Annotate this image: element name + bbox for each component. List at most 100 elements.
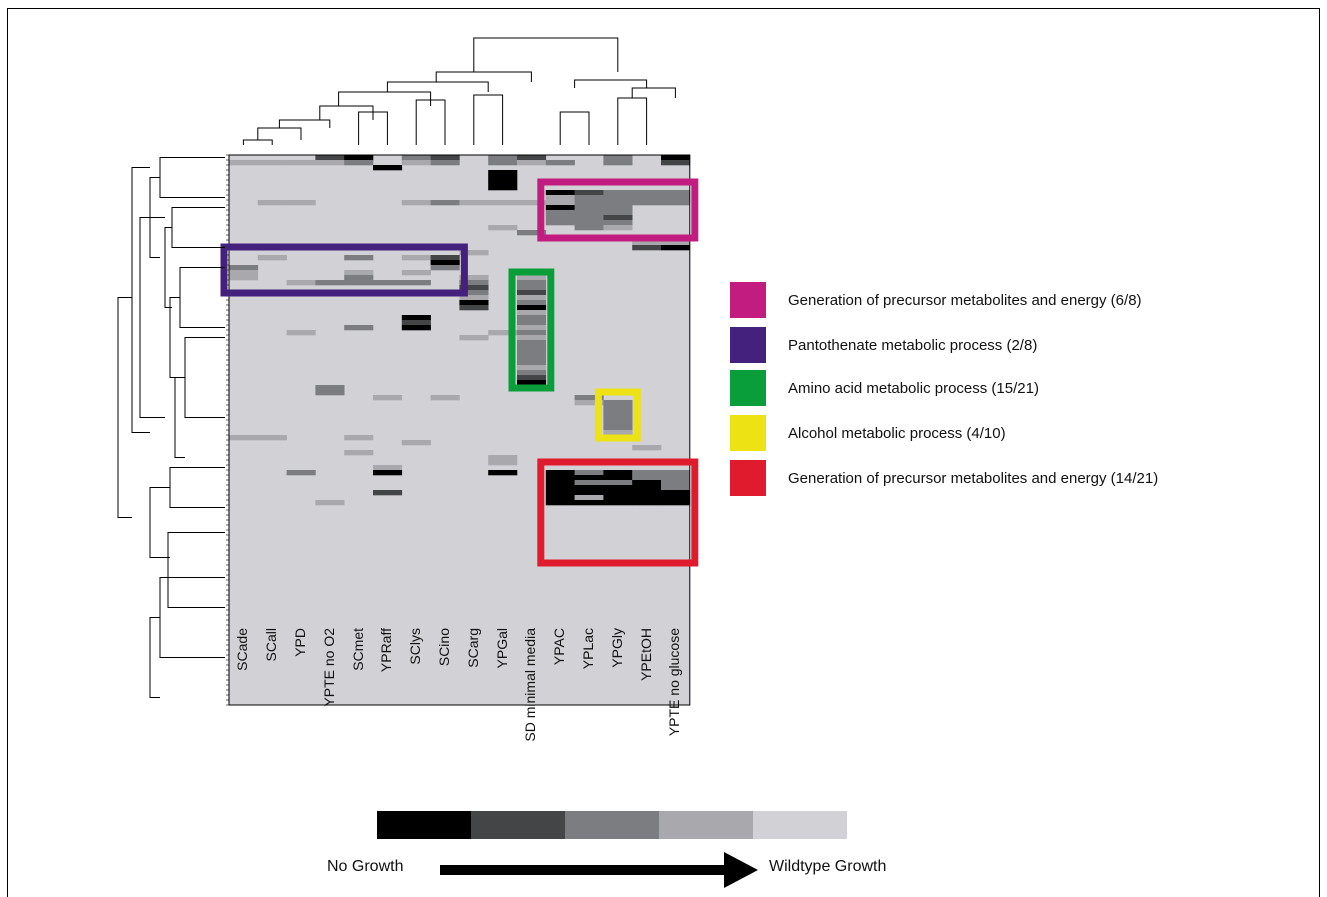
heatmap-cell — [373, 165, 403, 171]
heatmap-cell — [517, 155, 547, 161]
legend-swatch — [730, 460, 766, 496]
legend-label: Generation of precursor metabolites and … — [788, 291, 1142, 309]
heatmap-cell — [373, 465, 403, 471]
heatmap-cell — [430, 265, 460, 271]
heatmap-cell — [661, 240, 691, 246]
column-label: YPAC — [551, 628, 568, 666]
heatmap-cell — [517, 345, 547, 351]
heatmap-cell — [545, 500, 575, 506]
heatmap-cell — [545, 490, 575, 496]
heatmap-cell — [603, 405, 633, 411]
heatmap-cell — [315, 390, 345, 396]
heatmap-cell — [517, 200, 547, 206]
legend-item: Amino acid metabolic process (15/21) — [730, 370, 1039, 406]
dendrogram-branch-left — [174, 377, 185, 458]
color-scale-swatch — [659, 811, 753, 839]
dendrogram-branch-top — [319, 105, 374, 120]
column-label: YPTE no O2 — [320, 628, 337, 707]
dendrogram-branch-left — [179, 267, 225, 328]
column-label: YPGly — [608, 628, 625, 668]
heatmap-cell — [661, 155, 691, 161]
heatmap-cell — [603, 160, 633, 166]
heatmap-cell — [603, 225, 633, 231]
heatmap-cell — [574, 225, 604, 231]
heatmap-cell — [661, 195, 691, 201]
heatmap-cell — [315, 280, 345, 286]
heatmap-cell — [545, 495, 575, 501]
dendrogram-branch-top — [473, 37, 619, 72]
heatmap-cell — [488, 200, 518, 206]
heatmap-cell — [430, 395, 460, 401]
heatmap-cell — [344, 435, 374, 441]
heatmap-cell — [517, 280, 547, 286]
heatmap-cell — [517, 290, 547, 296]
heatmap-cell — [517, 275, 547, 281]
heatmap-cell — [632, 480, 662, 486]
heatmap-cell — [661, 485, 691, 491]
heatmap-cell — [459, 200, 489, 206]
heatmap-cell — [574, 500, 604, 506]
heatmap-cell — [373, 280, 403, 286]
heatmap-cell — [459, 285, 489, 291]
heatmap-cell — [401, 160, 431, 166]
heatmap-cell — [632, 485, 662, 491]
heatmap-cell — [286, 330, 316, 336]
column-label: YPTE no glucose — [666, 628, 683, 737]
heatmap-cell — [459, 300, 489, 306]
heatmap-cell — [603, 500, 633, 506]
heatmap-cell — [488, 330, 518, 336]
heatmap-cell — [661, 475, 691, 481]
heatmap-cell — [545, 160, 575, 166]
heatmap-cell — [430, 200, 460, 206]
heatmap-cell — [488, 455, 518, 461]
dendrogram-branch-left — [139, 217, 165, 418]
dendrogram-branch-top — [386, 81, 489, 92]
heatmap-cell — [488, 470, 518, 476]
legend-label: Amino acid metabolic process (15/21) — [788, 379, 1039, 397]
heatmap-cell — [488, 225, 518, 231]
heatmap-cell — [603, 210, 633, 216]
dendrogram-branch-left — [117, 297, 132, 518]
dendrogram-branch-top — [617, 97, 648, 145]
heatmap-cell — [315, 155, 345, 161]
heatmap-cell — [229, 435, 259, 441]
heatmap-cell — [517, 360, 547, 366]
dendrogram-branch-left — [149, 617, 160, 698]
heatmap-cell — [430, 160, 460, 166]
heatmap-cell — [488, 460, 518, 466]
heatmap-cell — [459, 305, 489, 311]
heatmap-cell — [661, 495, 691, 501]
figure-border-right — [1319, 8, 1320, 897]
heatmap-cell — [574, 485, 604, 491]
heatmap-cell — [603, 415, 633, 421]
heatmap-cell — [661, 470, 691, 476]
dendrogram-branch-top — [257, 127, 302, 140]
heatmap-cell — [545, 220, 575, 226]
scale-arrow-head — [724, 852, 758, 888]
heatmap-cell — [344, 160, 374, 166]
heatmap-cell — [632, 245, 662, 251]
heatmap-cell — [286, 470, 316, 476]
heatmap-cell — [488, 170, 518, 176]
heatmap-cell — [574, 495, 604, 501]
heatmap-cell — [517, 355, 547, 361]
color-scale-swatch — [753, 811, 847, 839]
heatmap-cell — [574, 190, 604, 196]
dendrogram-branch-top — [415, 99, 446, 145]
dendrogram-branch-left — [167, 532, 225, 608]
heatmap-cell — [286, 280, 316, 286]
dendrogram-branch-left — [164, 227, 172, 308]
legend-item: Generation of precursor metabolites and … — [730, 282, 1142, 318]
dendrogram-branch-left — [171, 207, 225, 248]
heatmap-cell — [315, 500, 345, 506]
heatmap-cell — [257, 200, 287, 206]
column-label: YPGal — [493, 628, 510, 669]
heatmap-cell — [459, 275, 489, 281]
heatmap-cell — [545, 190, 575, 196]
heatmap-cell — [603, 425, 633, 431]
annotation-box — [537, 458, 699, 567]
annotation-box — [220, 243, 468, 297]
heatmap-cell — [574, 220, 604, 226]
dendrogram-branch-top — [338, 91, 432, 106]
